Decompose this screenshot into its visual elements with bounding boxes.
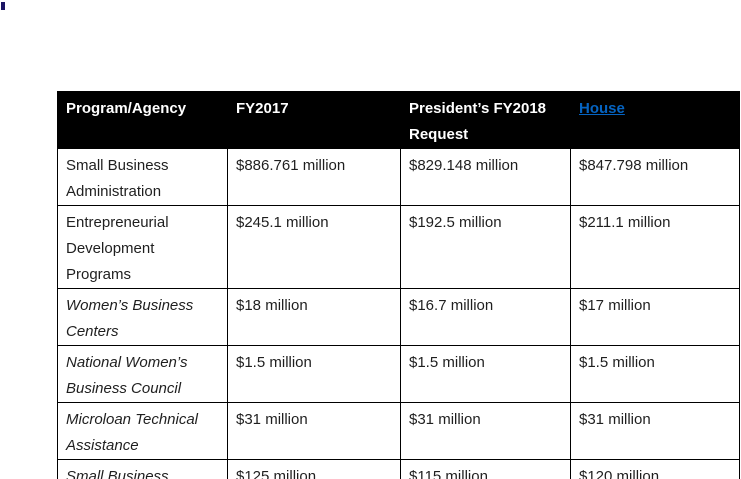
col-header-fy2018-request: President’s FY2018 Request [400,91,571,149]
cell-house: $1.5 million [570,345,740,403]
cell-fy2018-request: $31 million [400,402,571,460]
cell-program: National Women’s Business Council [57,345,228,403]
table-row: Microloan Technical Assistance $31 milli… [57,402,740,460]
budget-table-container: Program/Agency FY2017 President’s FY2018… [57,91,740,479]
cell-fy2017: $1.5 million [227,345,401,403]
cell-fy2018-request: $16.7 million [400,288,571,346]
corner-artifact [1,2,5,10]
table-row: Entrepreneurial Development Programs $24… [57,205,740,289]
cell-fy2017: $245.1 million [227,205,401,289]
col-header-house: House [570,91,740,149]
table-row: National Women’s Business Council $1.5 m… [57,345,740,403]
col-header-fy2017: FY2017 [227,91,401,149]
cell-program: Microloan Technical Assistance [57,402,228,460]
cell-fy2017: $886.761 million [227,148,401,206]
cell-fy2017: $125 million [227,459,401,479]
budget-table: Program/Agency FY2017 President’s FY2018… [57,91,740,479]
cell-house: $17 million [570,288,740,346]
cell-program: Small Business Development Centers [57,459,228,479]
cell-fy2018-request: $829.148 million [400,148,571,206]
cell-fy2017: $31 million [227,402,401,460]
cell-house: $120 million [570,459,740,479]
col-header-program-agency: Program/Agency [57,91,228,149]
cell-fy2018-request: $1.5 million [400,345,571,403]
cell-program: Small Business Administration [57,148,228,206]
table-row: Small Business Administration $886.761 m… [57,148,740,206]
house-link[interactable]: House [579,100,625,117]
cell-program: Women’s Business Centers [57,288,228,346]
cell-house: $31 million [570,402,740,460]
header-row: Program/Agency FY2017 President’s FY2018… [57,91,740,149]
cell-fy2018-request: $115 million [400,459,571,479]
table-row: Women’s Business Centers $18 million $16… [57,288,740,346]
cell-fy2017: $18 million [227,288,401,346]
table-row: Small Business Development Centers $125 … [57,459,740,479]
cell-fy2018-request: $192.5 million [400,205,571,289]
cell-program: Entrepreneurial Development Programs [57,205,228,289]
cell-house: $211.1 million [570,205,740,289]
cell-house: $847.798 million [570,148,740,206]
